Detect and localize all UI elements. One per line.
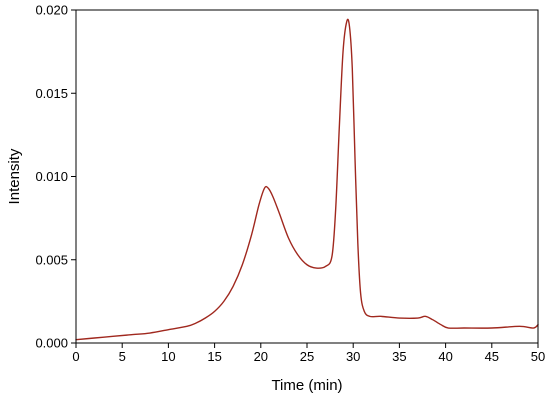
x-tick-label: 50: [531, 349, 545, 364]
x-tick-label: 5: [119, 349, 126, 364]
y-axis-label: Intensity: [6, 148, 23, 204]
x-axis-ticks: 0 5 10 15 20 25 30 35 40 45 50: [72, 343, 545, 364]
x-axis-label: Time (min): [271, 377, 342, 394]
x-tick-label: 40: [438, 349, 452, 364]
series-layer: [75, 18, 539, 341]
y-tick-label: 0.010: [35, 169, 68, 184]
x-tick-label: 10: [161, 349, 175, 364]
y-tick-label: 0.000: [35, 336, 68, 351]
x-tick-label: 20: [254, 349, 268, 364]
y-axis-ticks: 0.000 0.005 0.010 0.015 0.020: [35, 3, 76, 351]
x-tick-label: 0: [72, 349, 79, 364]
x-tick-label: 25: [300, 349, 314, 364]
x-tick-label: 30: [346, 349, 360, 364]
plot-frame: [75, 9, 539, 344]
y-tick-label: 0.005: [35, 252, 68, 267]
y-tick-label: 0.020: [35, 3, 68, 18]
x-tick-label: 35: [392, 349, 406, 364]
intensity-series-line: [75, 18, 539, 341]
x-tick-label: 45: [485, 349, 499, 364]
y-tick-label: 0.015: [35, 86, 68, 101]
x-tick-label: 15: [207, 349, 221, 364]
